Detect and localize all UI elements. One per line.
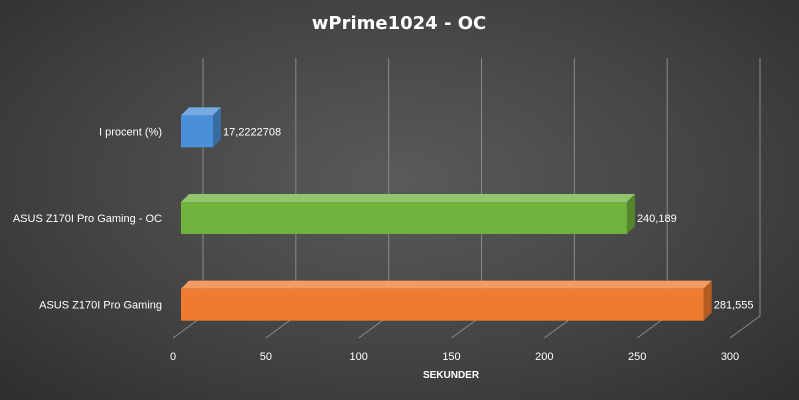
bar-end-face xyxy=(626,194,635,234)
x-tick-label: 0 xyxy=(170,351,176,363)
category-labels: I procent (%) ASUS Z170I Pro Gaming - OC A… xyxy=(13,126,162,311)
bar-front-face xyxy=(181,115,213,148)
bar xyxy=(181,280,712,321)
bar-front-face xyxy=(181,202,627,234)
chart-title: wPrime1024 - OC xyxy=(312,13,486,34)
bar xyxy=(181,107,221,148)
x-tick-label: 250 xyxy=(628,351,646,363)
data-label: 240,189 xyxy=(637,213,677,225)
x-tick-label: 100 xyxy=(349,351,367,363)
bar-front-face xyxy=(181,288,704,321)
bar-end-face xyxy=(212,107,221,148)
x-tick-label: 150 xyxy=(442,351,460,363)
bar xyxy=(181,194,635,234)
data-label: 281,555 xyxy=(714,300,754,312)
x-tick-label: 300 xyxy=(721,351,739,363)
bar-end-face xyxy=(703,280,712,321)
tick-labels: 0 50 100 150 200 250 300 xyxy=(170,351,739,363)
bar-top-face xyxy=(181,194,635,202)
bars: 17,2222708 240,189 281,555 xyxy=(181,107,754,321)
gridlines xyxy=(172,58,761,339)
bar-top-face xyxy=(181,280,712,289)
data-label: 17,2222708 xyxy=(223,126,281,138)
y-category-label: I procent (%) xyxy=(99,126,162,138)
x-tick-label: 200 xyxy=(535,351,553,363)
x-axis-title: SEKUNDER xyxy=(423,370,480,381)
y-category-label: ASUS Z170I Pro Gaming xyxy=(39,300,162,312)
y-category-label: ASUS Z170I Pro Gaming - OC xyxy=(13,213,162,225)
bar-top-face xyxy=(181,107,221,116)
gridline-floor xyxy=(729,315,761,339)
x-tick-label: 50 xyxy=(260,351,272,363)
